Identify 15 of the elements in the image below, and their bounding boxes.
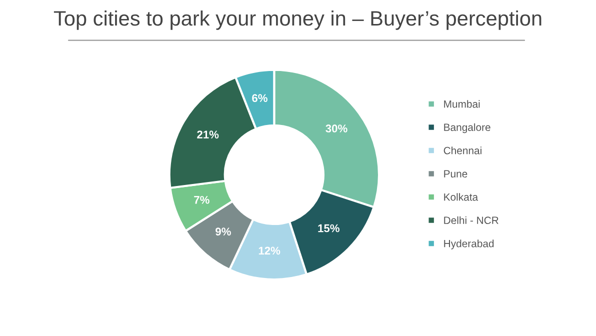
legend-label: Mumbai: [444, 100, 480, 108]
legend-label: Chennai: [444, 146, 482, 154]
legend-label: Delhi - NCR: [444, 216, 498, 224]
data-label: 9%: [216, 228, 231, 236]
legend-label: Hyderabad: [444, 240, 494, 250]
legend-label: Kolkata: [444, 193, 478, 201]
legend-label: Bangalore: [444, 123, 490, 134]
data-label: 21%: [197, 130, 219, 138]
data-label: 30%: [326, 124, 348, 132]
data-label: 12%: [258, 246, 280, 255]
chart-title: Top cities to park your money in – Buyer’s perception: [54, 10, 542, 30]
data-label: 6%: [252, 94, 268, 102]
data-label: 7%: [194, 196, 210, 204]
legend-label: Pune: [444, 170, 468, 178]
data-label: 15%: [318, 224, 340, 232]
